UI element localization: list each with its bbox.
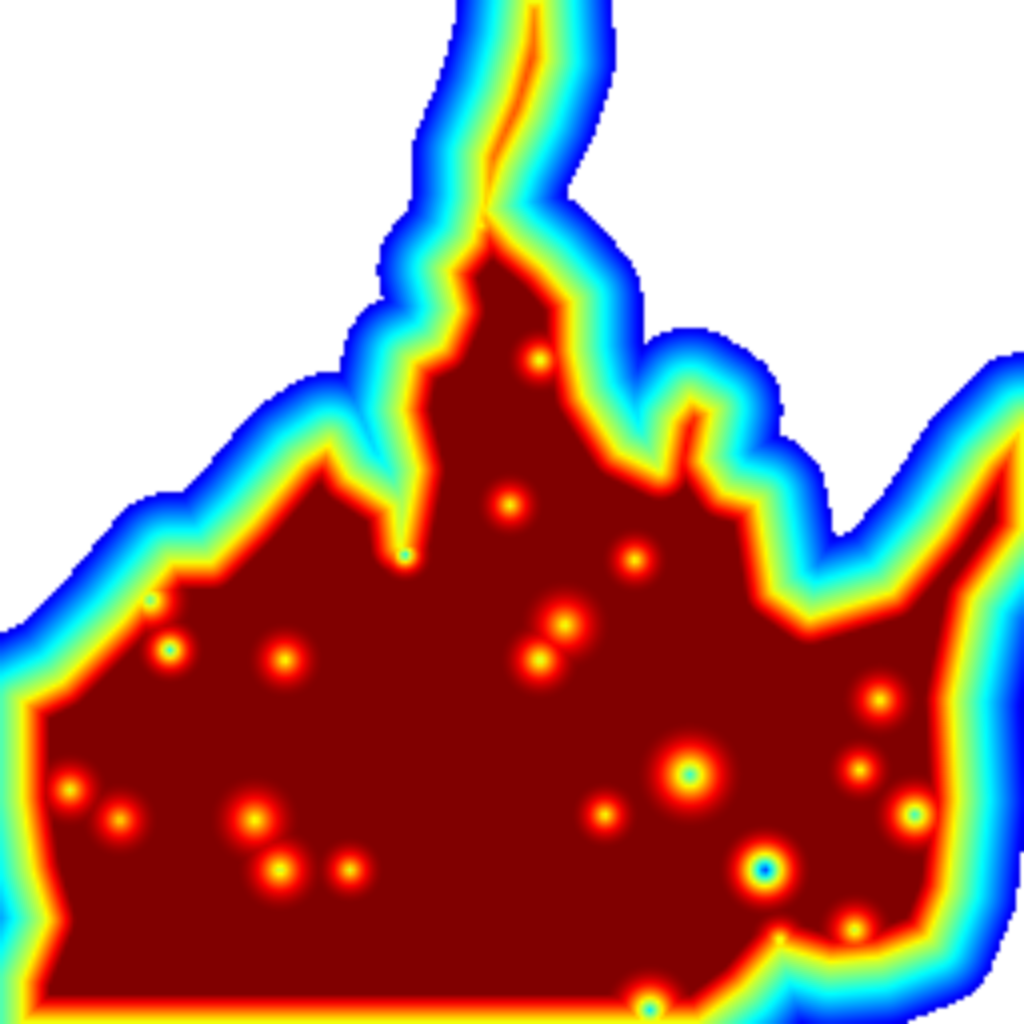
- map-viewport[interactable]: [0, 0, 1024, 1024]
- density-heatmap-layer[interactable]: [0, 0, 1024, 1024]
